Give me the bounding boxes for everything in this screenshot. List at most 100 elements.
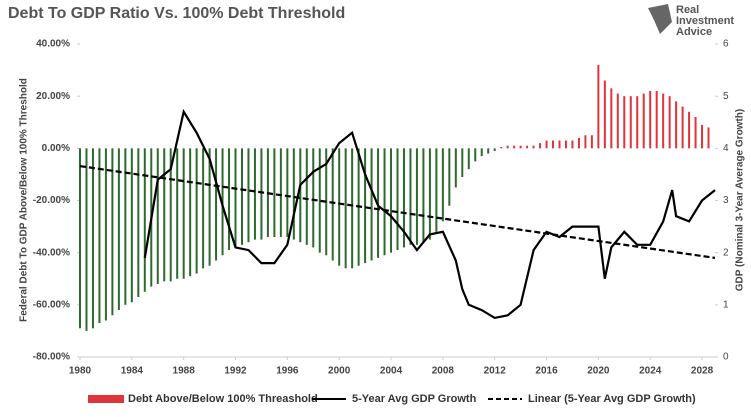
bar bbox=[441, 148, 444, 222]
bar bbox=[642, 93, 645, 149]
bar bbox=[474, 148, 477, 162]
line bbox=[79, 165, 716, 259]
bar bbox=[117, 148, 120, 311]
x-tick-label: 1996 bbox=[276, 366, 299, 377]
bar bbox=[649, 90, 652, 149]
y2-tick-label: 6 bbox=[723, 39, 729, 50]
bar bbox=[169, 148, 172, 282]
y2-tick-label: 4 bbox=[723, 143, 729, 154]
bar bbox=[500, 147, 503, 149]
bar bbox=[597, 64, 600, 149]
bar bbox=[390, 148, 393, 253]
y2-tick-label: 1 bbox=[723, 299, 729, 310]
bar bbox=[539, 143, 542, 149]
bar bbox=[260, 148, 263, 240]
bar bbox=[461, 148, 464, 178]
bar bbox=[480, 148, 483, 157]
bar bbox=[675, 101, 678, 149]
bar bbox=[552, 140, 555, 149]
bar bbox=[124, 148, 127, 305]
bar bbox=[487, 148, 490, 154]
bar bbox=[163, 148, 166, 282]
x-tick-label: 2004 bbox=[380, 366, 403, 377]
bar bbox=[519, 145, 522, 149]
bar bbox=[558, 140, 561, 149]
bar bbox=[85, 148, 88, 331]
bar bbox=[104, 148, 107, 321]
bar bbox=[623, 96, 626, 149]
bar bbox=[156, 148, 159, 284]
bar bbox=[415, 148, 418, 245]
bar bbox=[610, 88, 613, 149]
bar bbox=[396, 148, 399, 251]
bar bbox=[228, 148, 231, 251]
x-tick-label: 2000 bbox=[328, 366, 351, 377]
bar bbox=[513, 145, 516, 149]
x-tick-label: 2028 bbox=[691, 366, 714, 377]
bar bbox=[428, 148, 431, 240]
y-tick-label: -40.00% bbox=[33, 247, 70, 258]
bar bbox=[143, 148, 146, 292]
y2-tick-label: 5 bbox=[723, 91, 729, 102]
bar bbox=[668, 96, 671, 149]
y2-tick-label: 3 bbox=[723, 195, 729, 206]
bar bbox=[402, 148, 405, 248]
bar bbox=[215, 148, 218, 261]
legend-label: Debt Above/Below 100% Threashold bbox=[128, 393, 318, 405]
chart-title: Debt To GDP Ratio Vs. 100% Debt Threshol… bbox=[8, 5, 345, 22]
bar bbox=[202, 148, 205, 269]
bar bbox=[240, 148, 243, 245]
bar bbox=[636, 96, 639, 149]
bar bbox=[344, 148, 347, 269]
bar bbox=[526, 145, 529, 149]
bar bbox=[493, 148, 496, 151]
x-tick-label: 2008 bbox=[432, 366, 455, 377]
bar bbox=[279, 148, 282, 238]
bar bbox=[312, 148, 315, 248]
y-tick-label: -60.00% bbox=[33, 299, 70, 310]
bar bbox=[195, 148, 198, 274]
x-tick-label: 2016 bbox=[535, 366, 558, 377]
bar bbox=[694, 117, 697, 149]
bar bbox=[98, 148, 101, 324]
logo-text: Advice bbox=[676, 26, 712, 38]
x-tick-label: 2012 bbox=[484, 366, 507, 377]
bar bbox=[130, 148, 133, 303]
x-tick-label: 2024 bbox=[639, 366, 662, 377]
bar bbox=[370, 148, 373, 261]
x-tick-label: 1980 bbox=[69, 366, 92, 377]
bar bbox=[286, 148, 289, 238]
legend-label: Linear (5-Year Avg GDP Growth) bbox=[528, 393, 696, 405]
bar bbox=[662, 93, 665, 149]
y-tick-label: 0.00% bbox=[42, 143, 70, 154]
bar bbox=[189, 148, 192, 277]
bar bbox=[111, 148, 114, 316]
line bbox=[143, 108, 716, 320]
x-tick-label: 1988 bbox=[173, 366, 196, 377]
bar bbox=[318, 148, 321, 253]
y-tick-label: -20.00% bbox=[33, 195, 70, 206]
bar bbox=[305, 148, 308, 245]
bar bbox=[273, 148, 276, 238]
bar bbox=[176, 148, 179, 279]
bar bbox=[351, 148, 354, 269]
y2-axis-label: GDP (Nominal 3-Year Average Growth) bbox=[735, 109, 746, 291]
x-tick-label: 2020 bbox=[587, 366, 610, 377]
bar bbox=[299, 148, 302, 243]
bar bbox=[454, 148, 457, 188]
bar bbox=[655, 90, 658, 149]
bar bbox=[701, 124, 704, 149]
bar bbox=[590, 135, 593, 149]
bar bbox=[182, 148, 185, 279]
bar bbox=[383, 148, 386, 256]
bar bbox=[506, 145, 509, 149]
bar bbox=[467, 148, 470, 170]
logo-text: Investment bbox=[676, 15, 734, 27]
bar bbox=[137, 148, 140, 298]
y2-tick-label: 0 bbox=[723, 352, 729, 363]
bar bbox=[435, 148, 438, 232]
bar bbox=[422, 148, 425, 243]
y2-tick-label: 2 bbox=[723, 247, 729, 258]
bar bbox=[364, 148, 367, 264]
